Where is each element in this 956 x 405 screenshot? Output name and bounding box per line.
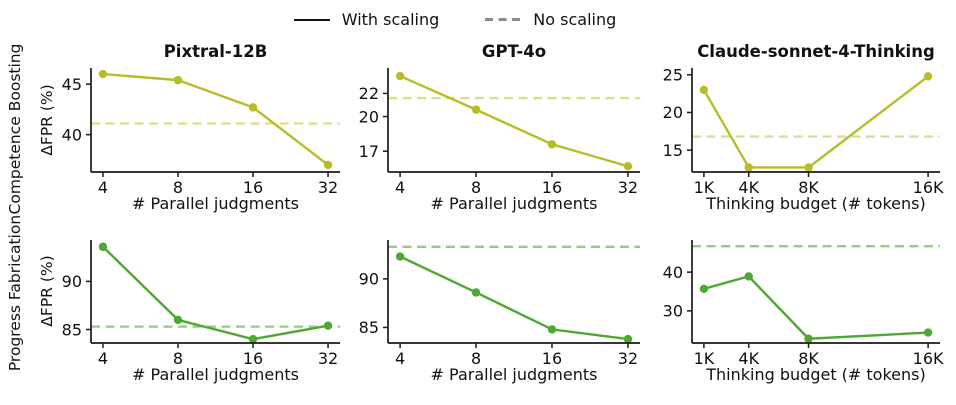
solid-line-sample <box>293 18 330 21</box>
x-tick-label: 16 <box>542 349 562 368</box>
plot-canvas: 30 40 1K 4K 8K 16K <box>663 240 944 368</box>
x-tick-label: 8 <box>173 178 183 197</box>
subplot-pixtral-12b-competence-boosting: 40 45 4 8 16 32 <box>39 56 354 202</box>
x-tick-label: 32 <box>318 178 338 197</box>
data-point <box>471 288 481 297</box>
x-tick-label: 32 <box>618 349 638 368</box>
with-scaling-line <box>702 75 930 169</box>
plot-canvas: 40 45 4 8 16 32 <box>62 68 340 197</box>
x-axis-label: # Parallel judgments <box>430 365 598 384</box>
legend-item-with-scaling: With scaling <box>293 10 440 29</box>
data-point <box>923 328 933 337</box>
x-tick-label: 8 <box>471 178 481 197</box>
y-tick-label: 40 <box>62 125 82 144</box>
with-scaling-line <box>398 255 630 341</box>
data-point <box>699 85 709 95</box>
y-tick-label: 15 <box>663 141 683 160</box>
y-tick-label: 20 <box>663 103 683 122</box>
x-tick-label: 8 <box>173 349 183 368</box>
data-point <box>98 69 108 79</box>
x-axis-label: # Parallel judgments <box>430 194 598 213</box>
with-scaling-line <box>101 245 330 341</box>
x-tick-label: 32 <box>618 178 638 197</box>
x-tick-label: 32 <box>318 349 338 368</box>
x-tick-label: 4K <box>738 178 759 197</box>
x-tick-label: 4K <box>738 349 759 368</box>
data-point <box>744 163 753 172</box>
plot-canvas: 17 20 22 4 8 16 32 <box>359 68 640 197</box>
with-scaling-line <box>398 74 630 168</box>
x-tick-label: 16 <box>542 178 562 197</box>
y-tick-label: 85 <box>62 320 82 339</box>
y-tick-label: 45 <box>62 75 82 94</box>
subplot-claude-progress-fabrication: 30 40 1K 4K 8K 16K <box>640 228 954 373</box>
with-scaling-line <box>101 72 330 167</box>
data-point <box>98 242 108 251</box>
plot-canvas: 15 20 25 1K 4K 8K 16K <box>663 66 944 197</box>
with-scaling-line <box>702 275 930 340</box>
y-tick-label: 85 <box>359 318 379 337</box>
x-tick-label: 4 <box>98 349 108 368</box>
y-tick-label: 40 <box>663 263 683 282</box>
x-tick-label: 1K <box>694 178 715 197</box>
x-axis-label: # Parallel judgments <box>132 194 299 213</box>
subplot-pixtral-12b-progress-fabrication: 85 90 4 8 16 32 <box>39 228 354 373</box>
subplot-gpt-4o-competence-boosting: 17 20 22 4 8 16 32 <box>336 56 654 202</box>
data-point <box>699 284 709 293</box>
chart-title-claude-sonnet-4-thinking: Claude-sonnet-4-Thinking <box>697 42 935 61</box>
x-tick-label: 1K <box>694 349 715 368</box>
data-point <box>248 334 258 344</box>
y-tick-label: 20 <box>359 107 379 126</box>
data-point <box>248 103 258 112</box>
data-point <box>623 162 633 171</box>
y-tick-label: 90 <box>359 270 379 289</box>
y-tick-label: 22 <box>359 84 379 103</box>
data-point <box>804 334 813 343</box>
data-point <box>395 71 405 81</box>
dashed-line-sample <box>485 18 522 21</box>
data-point <box>323 321 333 330</box>
data-point <box>623 334 633 344</box>
data-point <box>173 315 183 325</box>
data-point <box>923 72 933 81</box>
legend: With scaling No scaling <box>0 10 910 29</box>
chart-title-pixtral-12b: Pixtral-12B <box>163 42 268 61</box>
y-tick-label: 25 <box>663 66 683 85</box>
x-tick-label: 16K <box>913 178 944 197</box>
y-tick-label: 90 <box>62 272 82 291</box>
x-tick-label: 4 <box>395 178 405 197</box>
x-tick-label: 8 <box>471 349 481 368</box>
y-tick-label: 17 <box>359 142 379 161</box>
x-tick-label: 4 <box>98 178 108 197</box>
y-tick-label: 30 <box>663 302 683 321</box>
data-point <box>804 163 813 172</box>
data-point <box>547 325 557 334</box>
x-tick-label: 16 <box>243 349 263 368</box>
row-label-progress-fabrication: Progress Fabrication <box>6 214 24 372</box>
x-axis-label: Thinking budget (# tokens) <box>706 365 926 384</box>
data-point <box>471 105 481 114</box>
plot-canvas: 85 90 4 8 16 32 <box>62 240 340 368</box>
data-point <box>744 272 753 281</box>
x-tick-label: 16K <box>913 349 944 368</box>
subplot-gpt-4o-progress-fabrication: 85 90 4 8 16 32 <box>336 228 654 373</box>
chart-title-gpt-4o: GPT-4o <box>481 42 547 61</box>
subplot-claude-competence-boosting: 15 20 25 1K 4K 8K 16K <box>640 56 954 202</box>
data-point <box>395 252 405 261</box>
x-axis-label: Thinking budget (# tokens) <box>706 194 926 213</box>
data-point <box>323 160 333 170</box>
x-axis-label: # Parallel judgments <box>132 365 299 384</box>
data-point <box>547 140 557 149</box>
x-tick-label: 4 <box>395 349 405 368</box>
legend-label-no-scaling: No scaling <box>533 10 617 29</box>
x-tick-label: 8K <box>798 178 819 197</box>
x-tick-label: 8K <box>798 349 819 368</box>
row-label-competence-boosting: Competence Boosting <box>6 43 24 215</box>
legend-label-with-scaling: With scaling <box>341 10 440 29</box>
plot-canvas: 85 90 4 8 16 32 <box>359 240 640 368</box>
data-point <box>173 75 183 85</box>
legend-item-no-scaling: No scaling <box>485 10 616 29</box>
x-tick-label: 16 <box>243 178 263 197</box>
